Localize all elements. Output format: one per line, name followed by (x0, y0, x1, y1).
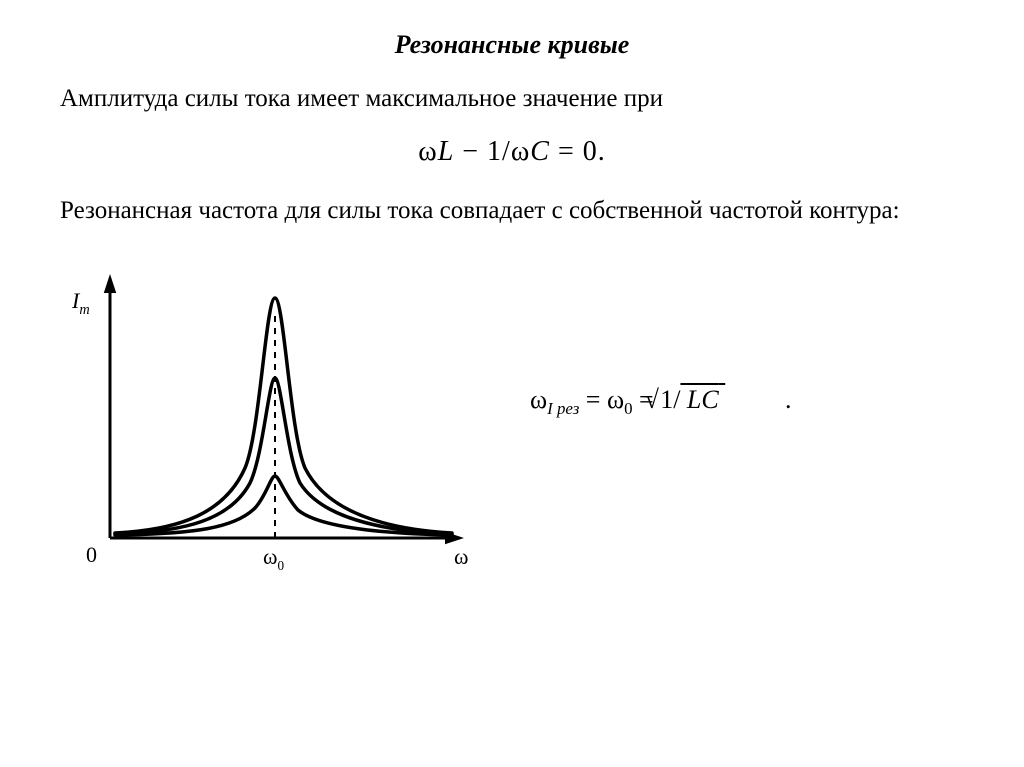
svg-text:Im: Im (71, 288, 90, 318)
svg-text:ω0: ω0 (263, 544, 284, 573)
paragraph-1: Амплитуда силы тока имеет максимальное з… (60, 82, 964, 116)
svg-text:ω: ω (454, 544, 468, 569)
paragraph-2: Резонансная частота для силы тока совпад… (60, 194, 964, 228)
equation-1: ωL − 1/ωC = 0. (60, 136, 964, 168)
equation-2: ωI рез = ω0 = 1/ LC √ . (530, 385, 964, 419)
page-title: Резонансные кривые (60, 30, 964, 60)
resonance-chart: Im 0 ω0 ω (60, 258, 490, 588)
svg-text:0: 0 (86, 542, 97, 567)
